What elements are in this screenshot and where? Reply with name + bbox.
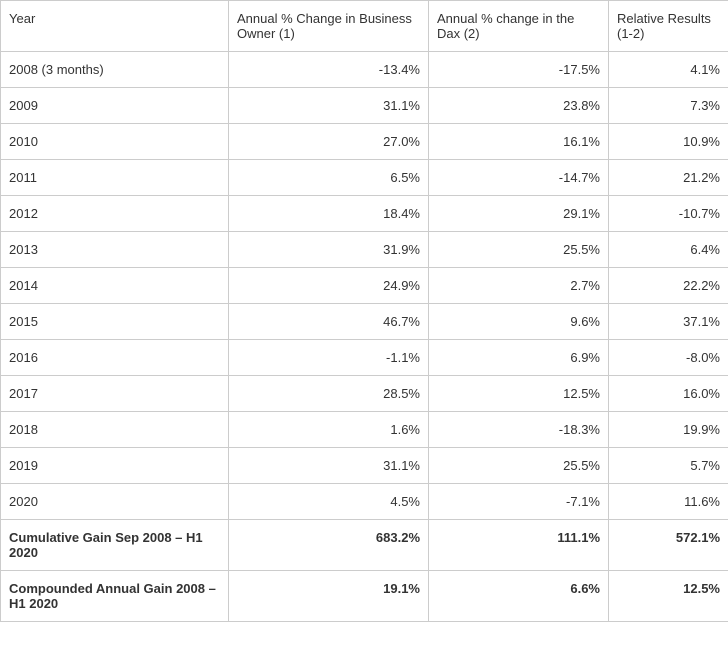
cell-value: -10.7%	[609, 196, 728, 232]
cell-value: 22.2%	[609, 268, 728, 304]
cell-value: 9.6%	[429, 304, 609, 340]
cell-value: 4.1%	[609, 52, 728, 88]
table-row: 201218.4%29.1%-10.7%	[1, 196, 728, 232]
performance-table-container: Year Annual % Change in Business Owner (…	[0, 0, 728, 622]
performance-table: Year Annual % Change in Business Owner (…	[0, 0, 728, 622]
cell-value: -14.7%	[429, 160, 609, 196]
table-row: 2008 (3 months)-13.4%-17.5%4.1%	[1, 52, 728, 88]
table-row: Cumulative Gain Sep 2008 – H1 2020683.2%…	[1, 520, 728, 571]
table-row: 20116.5%-14.7%21.2%	[1, 160, 728, 196]
col-header-business-owner: Annual % Change in Business Owner (1)	[229, 1, 429, 52]
cell-value: 5.7%	[609, 448, 728, 484]
cell-value: 1.6%	[229, 412, 429, 448]
row-label: 2011	[1, 160, 229, 196]
table-row: 201728.5%12.5%16.0%	[1, 376, 728, 412]
cell-value: 7.3%	[609, 88, 728, 124]
cell-value: 6.6%	[429, 571, 609, 622]
table-body: 2008 (3 months)-13.4%-17.5%4.1%200931.1%…	[1, 52, 728, 622]
row-label: 2008 (3 months)	[1, 52, 229, 88]
table-row: 201546.7%9.6%37.1%	[1, 304, 728, 340]
cell-value: 31.1%	[229, 448, 429, 484]
cell-value: 6.4%	[609, 232, 728, 268]
cell-value: 31.9%	[229, 232, 429, 268]
row-label: 2009	[1, 88, 229, 124]
cell-value: 6.9%	[429, 340, 609, 376]
cell-value: 37.1%	[609, 304, 728, 340]
cell-value: -1.1%	[229, 340, 429, 376]
cell-value: 29.1%	[429, 196, 609, 232]
cell-value: -8.0%	[609, 340, 728, 376]
row-label: 2012	[1, 196, 229, 232]
row-label: 2016	[1, 340, 229, 376]
row-label: 2015	[1, 304, 229, 340]
cell-value: 11.6%	[609, 484, 728, 520]
cell-value: -7.1%	[429, 484, 609, 520]
row-label: 2014	[1, 268, 229, 304]
row-label: Compounded Annual Gain 2008 – H1 2020	[1, 571, 229, 622]
row-label: 2019	[1, 448, 229, 484]
row-label: Cumulative Gain Sep 2008 – H1 2020	[1, 520, 229, 571]
cell-value: -13.4%	[229, 52, 429, 88]
cell-value: 12.5%	[429, 376, 609, 412]
cell-value: 16.0%	[609, 376, 728, 412]
cell-value: 6.5%	[229, 160, 429, 196]
cell-value: 27.0%	[229, 124, 429, 160]
table-row: 201331.9%25.5%6.4%	[1, 232, 728, 268]
row-label: 2018	[1, 412, 229, 448]
cell-value: -17.5%	[429, 52, 609, 88]
table-row: 201027.0%16.1%10.9%	[1, 124, 728, 160]
table-header-row: Year Annual % Change in Business Owner (…	[1, 1, 728, 52]
cell-value: 21.2%	[609, 160, 728, 196]
cell-value: 111.1%	[429, 520, 609, 571]
cell-value: 683.2%	[229, 520, 429, 571]
cell-value: 19.1%	[229, 571, 429, 622]
cell-value: 18.4%	[229, 196, 429, 232]
col-header-relative: Relative Results (1-2)	[609, 1, 728, 52]
cell-value: 46.7%	[229, 304, 429, 340]
cell-value: 10.9%	[609, 124, 728, 160]
table-row: 200931.1%23.8%7.3%	[1, 88, 728, 124]
cell-value: -18.3%	[429, 412, 609, 448]
cell-value: 19.9%	[609, 412, 728, 448]
table-row: 20204.5%-7.1%11.6%	[1, 484, 728, 520]
row-label: 2017	[1, 376, 229, 412]
cell-value: 25.5%	[429, 232, 609, 268]
row-label: 2020	[1, 484, 229, 520]
cell-value: 572.1%	[609, 520, 728, 571]
cell-value: 16.1%	[429, 124, 609, 160]
table-row: 2016-1.1%6.9%-8.0%	[1, 340, 728, 376]
col-header-dax: Annual % change in the Dax (2)	[429, 1, 609, 52]
row-label: 2013	[1, 232, 229, 268]
cell-value: 24.9%	[229, 268, 429, 304]
table-row: 201424.9%2.7%22.2%	[1, 268, 728, 304]
cell-value: 28.5%	[229, 376, 429, 412]
row-label: 2010	[1, 124, 229, 160]
col-header-year: Year	[1, 1, 229, 52]
cell-value: 12.5%	[609, 571, 728, 622]
table-row: Compounded Annual Gain 2008 – H1 202019.…	[1, 571, 728, 622]
cell-value: 31.1%	[229, 88, 429, 124]
table-row: 201931.1%25.5%5.7%	[1, 448, 728, 484]
cell-value: 23.8%	[429, 88, 609, 124]
table-row: 20181.6%-18.3%19.9%	[1, 412, 728, 448]
cell-value: 4.5%	[229, 484, 429, 520]
cell-value: 25.5%	[429, 448, 609, 484]
cell-value: 2.7%	[429, 268, 609, 304]
